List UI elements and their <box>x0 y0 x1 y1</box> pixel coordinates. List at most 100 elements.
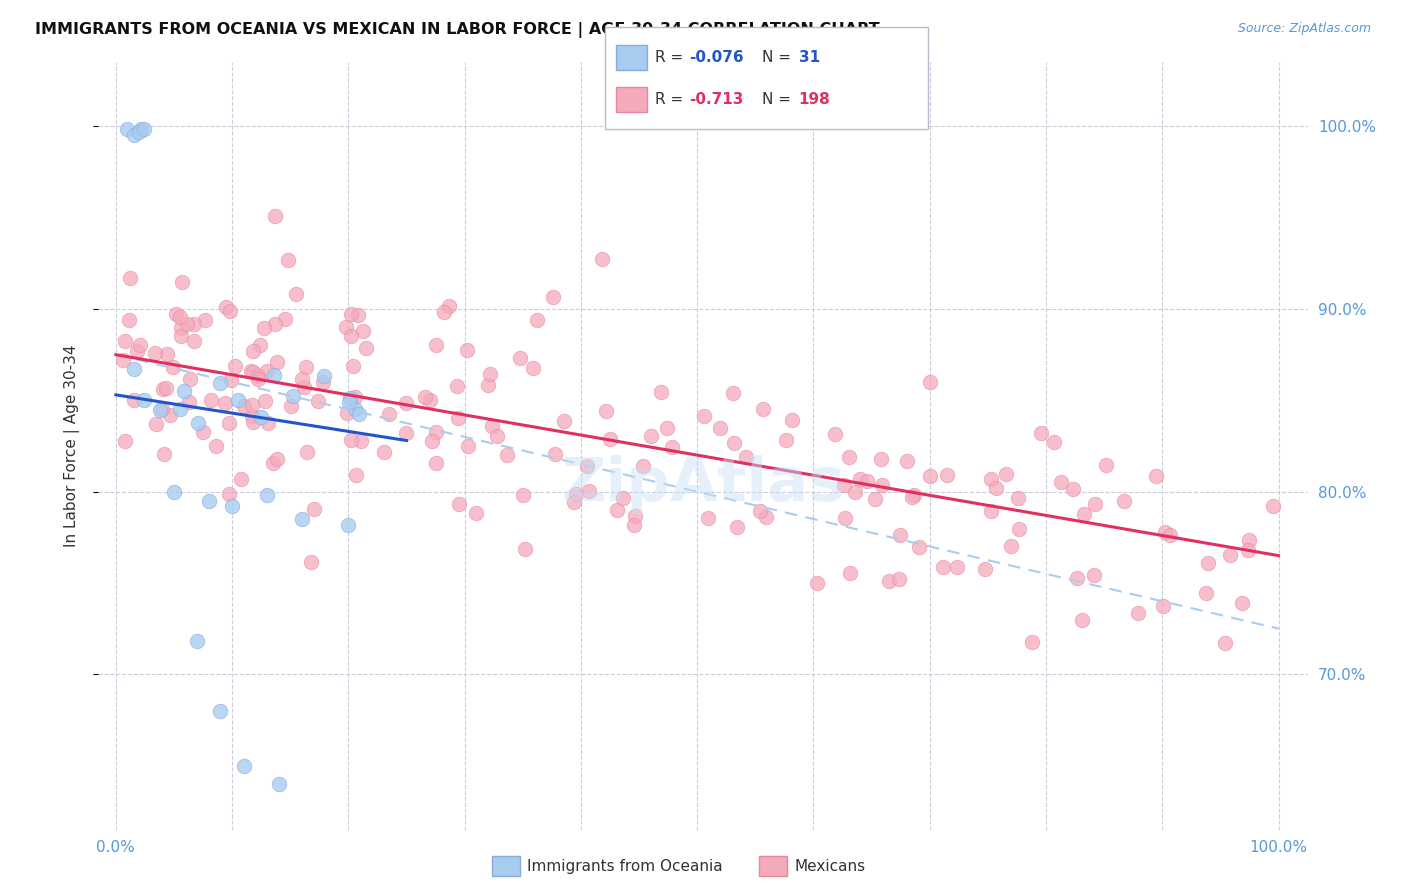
Point <box>266 354 288 368</box>
Point <box>553 414 575 428</box>
Point <box>114 434 136 448</box>
Point <box>299 555 322 569</box>
Point <box>307 393 329 408</box>
Point <box>456 343 478 358</box>
Point <box>1071 613 1094 627</box>
Point <box>253 394 276 409</box>
Point <box>152 383 174 397</box>
Point <box>697 510 720 524</box>
Point <box>755 510 778 524</box>
Point <box>267 777 290 791</box>
Point <box>481 419 503 434</box>
Point <box>250 409 273 424</box>
Point <box>693 409 716 424</box>
Point <box>446 379 468 393</box>
Point <box>337 517 360 532</box>
Point <box>437 299 460 313</box>
Point <box>172 275 194 289</box>
Point <box>856 474 879 488</box>
Point <box>122 128 145 142</box>
Point <box>477 377 499 392</box>
Point <box>986 481 1008 495</box>
Point <box>170 321 193 335</box>
Point <box>735 450 758 464</box>
Point <box>263 318 285 332</box>
Text: 31: 31 <box>799 50 820 64</box>
Point <box>153 447 176 461</box>
Point <box>295 359 318 374</box>
Point <box>155 381 177 395</box>
Point <box>229 472 252 486</box>
Point <box>1159 528 1181 542</box>
Point <box>292 380 315 394</box>
Point <box>173 384 195 399</box>
Point <box>591 252 613 267</box>
Point <box>612 491 634 505</box>
Point <box>218 416 240 430</box>
Point <box>240 398 263 412</box>
Point <box>224 359 246 373</box>
Point <box>344 467 367 482</box>
Point <box>242 415 264 429</box>
Point <box>887 572 910 586</box>
Point <box>145 417 167 432</box>
Point <box>198 493 221 508</box>
Point <box>433 305 456 319</box>
Point <box>1261 499 1284 513</box>
Point <box>479 368 502 382</box>
Point <box>339 392 361 406</box>
Point <box>932 560 955 574</box>
Text: N =: N = <box>762 93 796 107</box>
Point <box>775 433 797 447</box>
Point <box>486 429 509 443</box>
Point <box>889 528 911 542</box>
Point <box>395 395 418 409</box>
Point <box>901 490 924 504</box>
Point <box>564 486 586 500</box>
Point <box>353 324 375 338</box>
Point <box>457 439 479 453</box>
Point <box>162 360 184 375</box>
Text: R =: R = <box>655 50 689 64</box>
Point <box>150 402 173 417</box>
Point <box>395 425 418 440</box>
Point <box>249 338 271 352</box>
Point <box>973 562 995 576</box>
Point <box>194 312 217 326</box>
Point <box>1126 606 1149 620</box>
Text: IMMIGRANTS FROM OCEANIA VS MEXICAN IN LABOR FORCE | AGE 30-34 CORRELATION CHART: IMMIGRANTS FROM OCEANIA VS MEXICAN IN LA… <box>35 22 880 38</box>
Point <box>1000 539 1022 553</box>
Point <box>995 467 1018 481</box>
Point <box>1073 507 1095 521</box>
Point <box>336 406 359 420</box>
Point <box>226 392 249 407</box>
Point <box>413 391 436 405</box>
Point <box>1219 548 1241 562</box>
Point <box>1083 568 1105 582</box>
Point <box>576 458 599 473</box>
Point <box>447 410 470 425</box>
Point <box>350 434 373 449</box>
Point <box>347 309 370 323</box>
Point <box>419 393 441 408</box>
Point <box>219 304 242 318</box>
Point <box>606 503 628 517</box>
Point <box>340 307 363 321</box>
Point <box>1237 543 1260 558</box>
Point <box>725 520 748 534</box>
Point <box>650 384 672 399</box>
Point <box>1031 426 1053 441</box>
Point <box>256 364 278 378</box>
Point <box>378 407 401 421</box>
Point <box>496 448 519 462</box>
Point <box>149 403 172 417</box>
Text: Source: ZipAtlas.com: Source: ZipAtlas.com <box>1237 22 1371 36</box>
Point <box>120 270 142 285</box>
Point <box>1050 475 1073 489</box>
Point <box>342 359 364 374</box>
Point <box>169 401 191 416</box>
Point <box>599 433 621 447</box>
Point <box>122 361 145 376</box>
Point <box>624 509 647 524</box>
Point <box>844 484 866 499</box>
